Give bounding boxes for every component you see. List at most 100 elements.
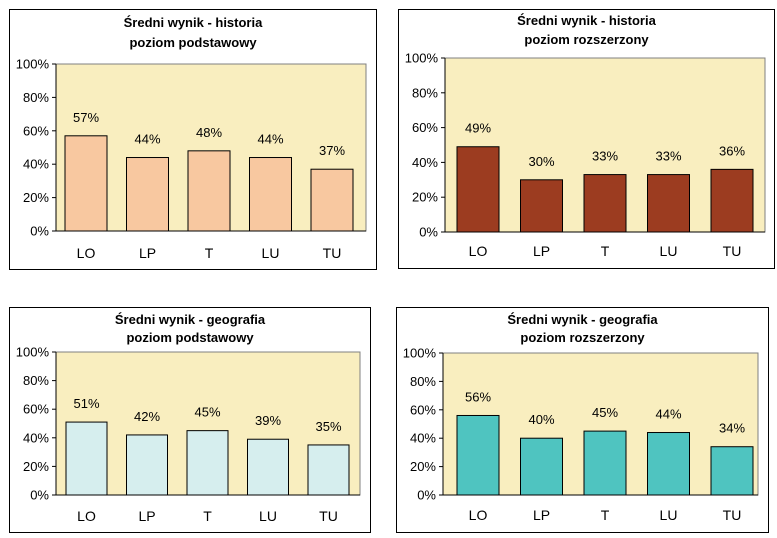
chart-subtitle: poziom podstawowy (126, 330, 254, 345)
y-tick-label: 80% (410, 374, 436, 389)
y-tick-label: 20% (410, 459, 436, 474)
data-label: 56% (465, 389, 491, 404)
y-tick-label: 20% (23, 459, 49, 474)
x-category-label: LU (262, 245, 280, 261)
x-category-label: LU (660, 507, 678, 523)
data-label: 33% (592, 149, 618, 164)
data-label: 37% (319, 143, 345, 158)
chart-panel-historia-podstawowy: Średni wynik - historia poziom podstawowy… (9, 9, 377, 270)
x-category-label: LO (469, 243, 488, 259)
x-category-label: TU (723, 243, 742, 259)
y-tick-label: 60% (412, 120, 438, 135)
chart-title: Średni wynik - geografia (507, 312, 658, 327)
chart-historia-podstawowy: Średni wynik - historia poziom podstawowy… (16, 15, 367, 261)
y-tick-label: 40% (410, 431, 436, 446)
bar-tu (310, 168, 354, 232)
bar-t (583, 174, 627, 233)
x-category-label: T (205, 245, 214, 261)
chart-subtitle: poziom rozszerzony (524, 32, 649, 47)
x-category-label: LP (533, 507, 550, 523)
data-label: 45% (592, 405, 618, 420)
data-label: 33% (655, 149, 681, 164)
chart-title: Średni wynik - historia (517, 13, 656, 28)
bar-lp (126, 157, 169, 232)
bar-lp (126, 434, 168, 496)
bar-lo (456, 414, 500, 496)
y-tick-label: 60% (23, 402, 49, 417)
y-tick-label: 100% (16, 57, 50, 72)
bar-t (187, 150, 231, 232)
y-tick-label: 20% (412, 190, 438, 205)
x-category-label: T (601, 507, 610, 523)
x-category-label: T (601, 243, 610, 259)
bar-lu (249, 157, 292, 232)
bar-t (186, 430, 229, 496)
x-category-label: LP (533, 243, 550, 259)
chart-panel-historia-rozszerzony: Średni wynik - historia poziom rozszerzon… (398, 9, 775, 269)
x-category-label: LU (259, 508, 277, 524)
y-tick-label: 40% (23, 157, 49, 172)
data-label: 44% (134, 132, 160, 147)
y-tick-label: 100% (16, 345, 50, 360)
chart-subtitle: poziom rozszerzony (520, 330, 645, 345)
data-label: 51% (73, 396, 99, 411)
data-label: 42% (134, 409, 160, 424)
data-label: 48% (196, 125, 222, 140)
x-category-label: TU (723, 507, 742, 523)
chart-geografia-podstawowy: Średni wynik - geografia poziom podstawow… (16, 312, 361, 524)
data-label: 44% (655, 407, 681, 422)
data-label: 40% (528, 412, 554, 427)
bar-lp (520, 179, 563, 233)
data-label: 36% (719, 143, 745, 158)
chart-panel-geografia-podstawowy: Średni wynik - geografia poziom podstawow… (9, 307, 371, 533)
y-tick-label: 100% (405, 51, 439, 66)
chart-title: Średni wynik - historia (124, 15, 263, 30)
chart-historia-rozszerzony: Średni wynik - historia poziom rozszerzon… (405, 13, 766, 259)
bar-lo (65, 421, 108, 496)
bar-lo (456, 146, 500, 233)
bar-lu (647, 174, 690, 233)
data-label: 45% (194, 405, 220, 420)
y-tick-label: 80% (412, 85, 438, 100)
x-category-label: TU (323, 245, 342, 261)
bar-lu (247, 438, 289, 496)
y-tick-label: 80% (23, 373, 49, 388)
y-tick-label: 80% (23, 90, 49, 105)
x-category-label: LO (469, 507, 488, 523)
chart-geografia-rozszerzony: Średni wynik - geografia poziom rozszerzo… (403, 312, 759, 523)
y-tick-label: 40% (412, 155, 438, 170)
x-category-label: LP (138, 508, 155, 524)
x-category-label: LO (77, 245, 96, 261)
data-label: 44% (257, 132, 283, 147)
x-category-label: T (203, 508, 212, 524)
data-label: 57% (73, 110, 99, 125)
y-tick-label: 60% (410, 402, 436, 417)
x-category-label: TU (319, 508, 338, 524)
chart-subtitle: poziom podstawowy (129, 35, 257, 50)
bar-tu (710, 446, 754, 496)
data-label: 30% (528, 154, 554, 169)
data-label: 35% (315, 419, 341, 434)
x-category-label: LO (77, 508, 96, 524)
bar-lo (64, 135, 108, 232)
chart-title: Średni wynik - geografia (115, 312, 266, 327)
bar-tu (710, 168, 754, 233)
x-category-label: LU (660, 243, 678, 259)
y-tick-label: 20% (23, 190, 49, 205)
bar-t (583, 430, 627, 496)
x-category-label: LP (139, 245, 156, 261)
y-tick-label: 0% (30, 488, 49, 503)
bar-lu (647, 432, 690, 496)
y-tick-label: 0% (30, 224, 49, 239)
bar-lp (520, 437, 563, 496)
data-label: 39% (255, 413, 281, 428)
y-tick-label: 100% (403, 346, 437, 361)
y-tick-label: 40% (23, 430, 49, 445)
y-tick-label: 0% (419, 225, 438, 240)
data-label: 34% (719, 421, 745, 436)
bar-tu (307, 444, 350, 496)
chart-panel-geografia-rozszerzony: Średni wynik - geografia poziom rozszerzo… (396, 307, 769, 533)
data-label: 49% (465, 121, 491, 136)
y-tick-label: 0% (417, 488, 436, 503)
y-tick-label: 60% (23, 123, 49, 138)
